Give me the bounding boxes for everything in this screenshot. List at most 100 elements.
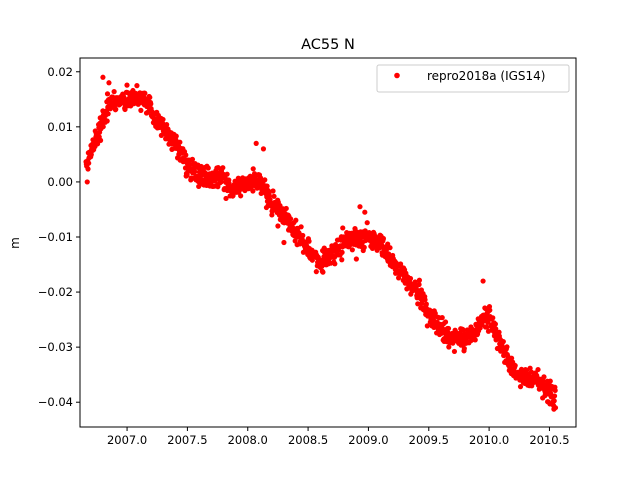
data-point — [309, 257, 315, 263]
legend: repro2018a (IGS14) — [376, 64, 570, 93]
data-point — [238, 193, 244, 199]
data-point — [177, 139, 183, 145]
data-point — [215, 184, 221, 190]
data-point — [353, 256, 359, 262]
data-point — [339, 257, 345, 263]
data-point — [205, 165, 211, 171]
x-tick-label: 2008.0 — [228, 433, 268, 447]
data-point — [281, 239, 287, 246]
data-point — [142, 90, 148, 96]
data-point — [192, 169, 198, 175]
data-point — [416, 277, 423, 283]
data-point — [422, 297, 428, 303]
data-point — [387, 245, 393, 251]
data-point — [362, 209, 368, 215]
data-point — [283, 205, 289, 212]
data-point — [271, 193, 277, 199]
data-point — [215, 165, 221, 171]
data-point — [504, 344, 510, 350]
data-point — [223, 195, 229, 202]
data-point — [500, 338, 506, 345]
data-point — [104, 118, 110, 124]
data-point — [349, 247, 355, 253]
x-tick-label: 2007.5 — [167, 433, 207, 447]
x-tick-label: 2010.0 — [469, 433, 509, 447]
x-tick-label: 2009.5 — [409, 433, 449, 447]
data-point — [540, 378, 546, 384]
data-point — [100, 124, 106, 130]
data-point — [88, 151, 94, 158]
data-point — [260, 146, 267, 152]
data-point — [490, 315, 496, 321]
y-tick-label: 0.00 — [47, 175, 73, 189]
data-point — [275, 223, 281, 229]
data-point — [173, 133, 179, 139]
data-point — [451, 348, 458, 355]
data-point — [512, 362, 518, 369]
data-point — [528, 369, 535, 375]
data-point — [380, 235, 386, 242]
data-point — [484, 324, 490, 330]
data-point — [407, 275, 414, 282]
data-point — [493, 326, 499, 332]
data-point — [293, 217, 299, 223]
data-point — [541, 374, 547, 380]
data-point — [134, 83, 140, 89]
data-point — [364, 220, 370, 226]
data-point — [148, 101, 154, 107]
data-point — [485, 319, 491, 326]
data-point — [551, 393, 558, 399]
data-point — [250, 188, 256, 194]
data-point — [439, 315, 445, 321]
data-point — [253, 140, 259, 146]
data-point — [113, 106, 119, 112]
data-point — [164, 122, 170, 128]
data-point — [492, 321, 499, 327]
data-point — [313, 269, 319, 275]
y-tick-label: 0.01 — [47, 120, 73, 134]
data-point — [287, 216, 294, 222]
data-point — [547, 378, 553, 384]
data-point — [147, 94, 153, 101]
data-point — [442, 319, 449, 325]
data-point — [230, 192, 236, 199]
legend-box — [376, 64, 570, 93]
data-point — [432, 310, 438, 316]
data-point — [339, 249, 345, 255]
data-point — [306, 238, 312, 244]
data-point — [218, 179, 224, 185]
data-point — [535, 366, 541, 373]
data-point — [124, 82, 130, 88]
data-point — [100, 74, 106, 80]
data-point — [320, 269, 326, 275]
y-tick-label: −0.01 — [38, 230, 73, 244]
data-point — [472, 337, 478, 343]
data-point — [106, 80, 112, 86]
data-point — [552, 387, 558, 394]
data-point — [551, 398, 557, 404]
data-point — [298, 224, 304, 230]
data-point — [95, 141, 101, 147]
data-points — [83, 74, 559, 412]
data-point — [496, 329, 502, 335]
data-point — [461, 345, 467, 352]
data-point — [189, 156, 196, 162]
data-point — [104, 91, 111, 97]
data-point — [250, 166, 256, 172]
y-axis-label: m — [8, 237, 22, 249]
x-tick-label: 2009.0 — [348, 433, 388, 447]
data-point — [445, 325, 452, 332]
data-point — [105, 111, 111, 117]
data-point — [97, 137, 104, 143]
data-point — [220, 165, 226, 171]
data-point — [160, 116, 166, 123]
data-point — [423, 301, 429, 307]
data-point — [361, 244, 367, 250]
data-point — [416, 281, 422, 288]
y-tick-label: 0.02 — [47, 65, 73, 79]
data-point — [224, 171, 230, 177]
axes: 2007.0 2007.5 2008.0 2008.5 2009.0 2009.5 2010… — [38, 57, 577, 447]
data-point — [264, 183, 270, 189]
y-tick-label: −0.04 — [38, 395, 73, 409]
x-tick-label: 2008.5 — [288, 433, 328, 447]
